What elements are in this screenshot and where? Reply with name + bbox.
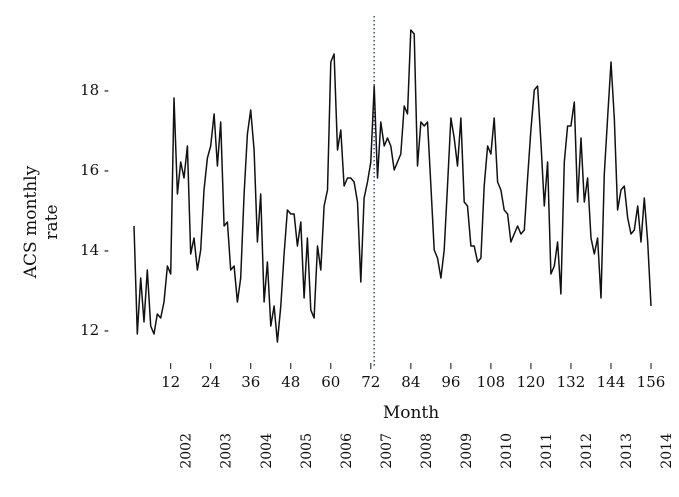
year-labels: 2002 2003 2004 2005 2006 2007 2008 2009 2010 2011…: [179, 433, 675, 469]
y-axis-label-line-1: ACS monthly: [21, 165, 41, 279]
x-tick-label: 108: [477, 373, 506, 391]
x-tick-label: 120: [517, 373, 546, 391]
y-tick-label: 16 -: [80, 161, 109, 179]
year-label: 2011: [539, 433, 555, 469]
y-axis-label-line-2: rate: [42, 204, 62, 239]
x-tick-label: 48: [281, 373, 300, 391]
y-axis-title: ACS monthly rate: [21, 165, 62, 279]
x-tick-label: 72: [361, 373, 380, 391]
x-tick-label: 96: [441, 373, 460, 391]
y-tick-label: 18 -: [80, 81, 109, 99]
x-tick-label: 24: [201, 373, 220, 391]
year-label: 2013: [619, 433, 635, 469]
x-tick-label: 60: [321, 373, 340, 391]
year-label: 2009: [459, 433, 475, 469]
year-label: 2008: [419, 433, 435, 469]
year-label: 2005: [299, 433, 315, 469]
y-tick-label: 12 -: [80, 321, 109, 339]
x-tick-label: 144: [597, 373, 626, 391]
year-label: 2007: [379, 433, 395, 469]
y-tick-label: 14 -: [80, 241, 109, 259]
x-axis-ticks: 12 24 36 48 60 72 84 96 108 120 132 144 156: [161, 363, 665, 391]
x-axis-label: Month: [383, 403, 439, 423]
year-label: 2002: [179, 433, 195, 469]
year-label: 2010: [499, 433, 515, 469]
year-label: 2006: [339, 433, 355, 469]
x-tick-label: 156: [637, 373, 666, 391]
x-tick-label: 36: [241, 373, 260, 391]
x-tick-label: 12: [161, 373, 180, 391]
year-label: 2003: [219, 433, 235, 469]
y-axis-ticks: 12 - 14 - 16 - 18 -: [80, 81, 109, 339]
x-tick-label: 132: [557, 373, 586, 391]
x-tick-label: 84: [401, 373, 420, 391]
year-label: 2012: [579, 433, 595, 469]
year-label: 2014: [659, 433, 675, 469]
year-label: 2004: [259, 433, 275, 469]
series-line: [133, 29, 652, 343]
